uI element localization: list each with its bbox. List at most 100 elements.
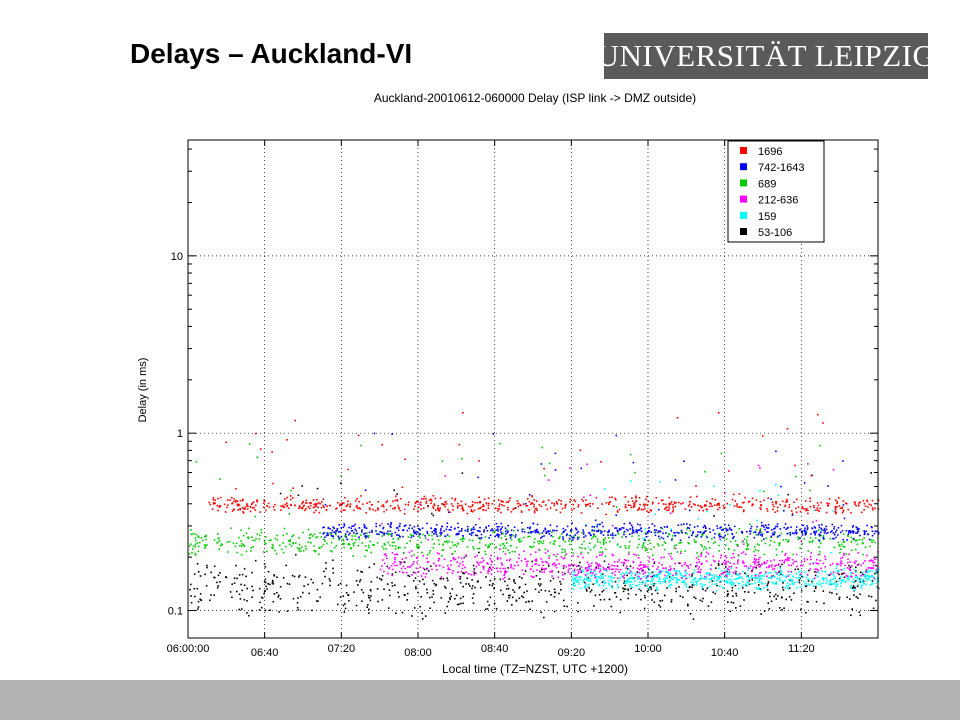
data-point <box>864 546 867 549</box>
data-point <box>671 537 673 540</box>
data-point <box>263 506 265 509</box>
data-point <box>639 561 642 563</box>
data-point <box>299 595 302 598</box>
data-point <box>670 530 673 532</box>
data-point <box>843 552 845 555</box>
data-point <box>381 505 383 507</box>
data-point <box>582 581 585 583</box>
data-point <box>226 499 229 501</box>
data-point <box>552 577 555 580</box>
data-point <box>362 591 365 594</box>
data-point <box>744 496 746 499</box>
data-point <box>646 504 649 506</box>
data-point <box>577 505 579 508</box>
data-point <box>718 574 721 577</box>
data-point <box>431 531 433 533</box>
data-point <box>631 576 633 578</box>
data-point <box>747 567 750 569</box>
data-point <box>487 544 490 547</box>
data-point <box>698 509 701 512</box>
data-point <box>800 564 802 567</box>
data-point <box>648 511 650 514</box>
data-point <box>714 541 716 543</box>
data-point <box>633 531 635 534</box>
data-point <box>717 508 719 511</box>
data-point <box>737 554 740 556</box>
data-point <box>807 463 809 465</box>
data-point <box>339 503 341 505</box>
data-point <box>673 576 675 579</box>
data-point <box>764 573 766 576</box>
data-point <box>443 558 446 561</box>
data-point <box>553 502 555 505</box>
data-point <box>202 539 204 542</box>
data-point <box>518 597 521 600</box>
data-point <box>520 511 523 513</box>
data-point <box>282 504 284 507</box>
data-point <box>714 498 717 501</box>
data-point <box>821 523 823 526</box>
data-point <box>751 583 753 585</box>
data-point <box>437 505 439 507</box>
data-point <box>860 571 862 574</box>
data-point <box>521 530 524 533</box>
data-point <box>647 566 649 568</box>
data-point <box>527 526 529 529</box>
data-point <box>863 537 865 539</box>
data-point <box>598 583 600 586</box>
data-point <box>322 543 325 546</box>
data-point <box>854 580 857 582</box>
data-point <box>355 539 357 541</box>
data-point <box>379 531 381 533</box>
data-point <box>476 581 479 583</box>
data-point <box>238 608 240 611</box>
data-point <box>497 556 499 559</box>
data-point <box>711 577 713 579</box>
data-point <box>251 503 253 506</box>
data-point <box>587 569 590 571</box>
data-point <box>628 568 630 571</box>
data-point <box>642 508 645 511</box>
data-point <box>287 507 290 509</box>
data-point <box>814 532 816 534</box>
data-point <box>755 588 758 590</box>
data-point <box>683 460 685 462</box>
data-point <box>752 503 754 506</box>
data-point <box>732 572 735 574</box>
data-point <box>298 548 300 550</box>
data-point <box>838 570 840 572</box>
data-point <box>738 493 741 495</box>
data-point <box>863 502 866 505</box>
data-point <box>229 591 232 593</box>
data-point <box>653 562 656 565</box>
data-point <box>580 576 582 578</box>
data-point <box>638 575 640 578</box>
data-point <box>651 502 654 505</box>
data-point <box>675 587 678 590</box>
data-point <box>719 580 722 583</box>
data-point <box>462 564 464 566</box>
data-point <box>658 569 660 571</box>
data-point <box>373 432 376 435</box>
data-point <box>717 577 720 579</box>
data-point <box>727 560 729 563</box>
data-point <box>633 505 636 508</box>
data-point <box>487 497 490 499</box>
data-point <box>235 564 237 567</box>
data-point <box>485 553 487 556</box>
data-point <box>860 511 863 514</box>
data-point <box>822 590 825 592</box>
data-point <box>346 505 348 507</box>
data-point <box>611 537 614 539</box>
data-point <box>465 554 467 556</box>
data-point <box>553 529 556 532</box>
data-point <box>680 574 682 577</box>
data-point <box>452 509 454 511</box>
data-point <box>814 533 816 536</box>
data-point <box>659 573 661 575</box>
data-point <box>291 535 293 538</box>
data-point <box>563 557 566 559</box>
y-axis-label: Delay (in ms) <box>137 358 149 423</box>
data-point <box>594 594 597 597</box>
data-point <box>292 597 295 600</box>
